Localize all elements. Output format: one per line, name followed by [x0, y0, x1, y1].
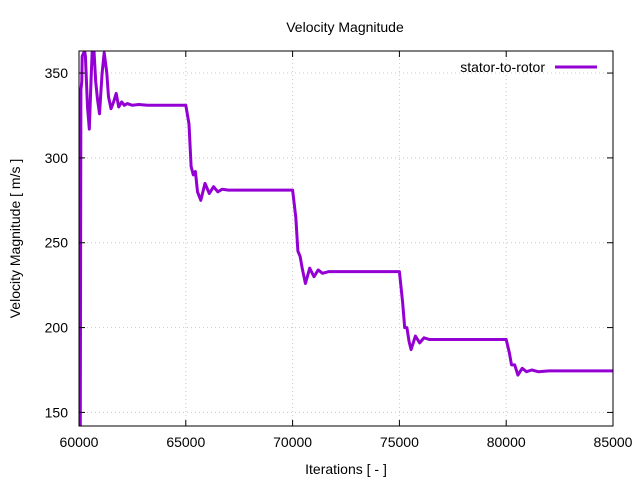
x-tick-label: 85000 — [594, 434, 633, 450]
y-tick-label: 200 — [45, 320, 69, 336]
y-tick-label: 150 — [45, 404, 69, 420]
chart-title: Velocity Magnitude — [286, 19, 404, 35]
x-axis-title: Iterations [ - ] — [305, 461, 387, 477]
series-layer — [79, 51, 613, 426]
x-tick-label: 70000 — [273, 434, 312, 450]
x-tick-label: 65000 — [166, 434, 205, 450]
y-tick-label: 350 — [45, 65, 69, 81]
y-tick-label: 250 — [45, 235, 69, 251]
grid-layer — [79, 51, 613, 426]
legend-label: stator-to-rotor — [460, 59, 545, 75]
x-tick-label: 80000 — [487, 434, 526, 450]
x-tick-label: 75000 — [380, 434, 419, 450]
y-axis-title: Velocity Magnitude [ m/s ] — [7, 159, 23, 319]
y-tick-label: 300 — [45, 150, 69, 166]
plot-frame — [78, 50, 614, 427]
x-tick-label: 60000 — [60, 434, 99, 450]
legend: stator-to-rotor — [460, 59, 597, 75]
series-line-stator-to-rotor — [79, 51, 613, 426]
tick-layer: 60000 65000 70000 75000 80000 85000 150 200 250 3… — [45, 51, 633, 450]
